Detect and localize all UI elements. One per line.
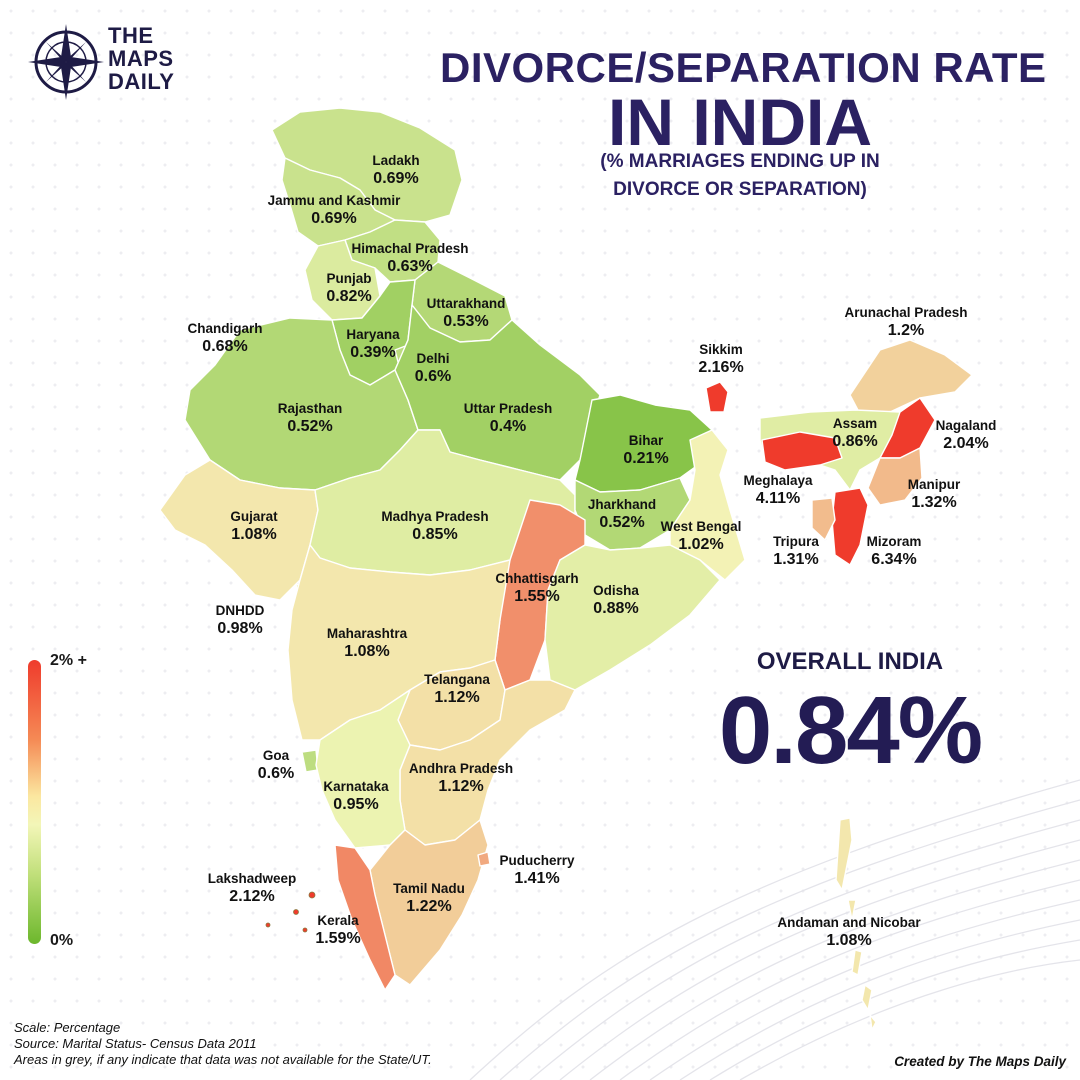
compass-logo-icon: [28, 24, 104, 100]
region-west-bengal: [669, 429, 746, 581]
legend-max-label: 2% +: [50, 652, 87, 669]
label-kerala: Kerala 1.59%: [315, 913, 361, 947]
label-gujarat: Gujarat 1.08%: [230, 509, 278, 543]
label-west-bengal: West Bengal 1.02%: [660, 519, 742, 553]
label-karnataka: Karnataka 0.95%: [323, 779, 389, 813]
label-odisha: Odisha 0.88%: [593, 583, 639, 617]
region-tripura: [811, 497, 836, 541]
label-lakshadweep: Lakshadweep 2.12%: [207, 871, 297, 905]
label-manipur: Manipur 1.32%: [907, 477, 961, 511]
label-puducherry: Puducherry 1.41%: [499, 853, 575, 887]
label-uttarakhand: Uttarakhand 0.53%: [426, 296, 506, 330]
brand-line-1: THE: [108, 23, 154, 48]
region-lakshadweep: [265, 891, 316, 933]
title-line-1: DIVORCE/SEPARATION RATE: [440, 44, 1047, 91]
subtitle: (% MARRIAGES ENDING UP IN DIVORCE OR SEP…: [540, 148, 940, 204]
label-delhi: Delhi 0.6%: [414, 351, 452, 385]
label-jharkhand: Jharkhand 0.52%: [587, 497, 657, 531]
region-manipur: [867, 447, 923, 506]
label-bihar: Bihar 0.21%: [623, 433, 669, 467]
label-maharashtra: Maharashtra 1.08%: [326, 626, 408, 660]
label-mizoram: Mizoram 6.34%: [866, 534, 922, 568]
region-puducherry: [477, 851, 491, 867]
label-arunachal-pradesh: Arunachal Pradesh 1.2%: [844, 305, 968, 339]
label-chandigarh: Chandigarh 0.68%: [187, 321, 263, 355]
region-mizoram: [831, 487, 869, 566]
footer-credit: Created by The Maps Daily: [894, 1054, 1066, 1069]
overall-india-value: 0.84%: [718, 677, 983, 784]
label-haryana: Haryana 0.39%: [346, 327, 400, 361]
label-madhya-pradesh: Madhya Pradesh 0.85%: [381, 509, 489, 543]
label-andaman-and-nicobar: Andaman and Nicobar 1.08%: [777, 915, 921, 949]
region-andaman-and-nicobar: [835, 817, 877, 1031]
label-tripura: Tripura 1.31%: [773, 534, 819, 568]
label-uttar-pradesh: Uttar Pradesh 0.4%: [463, 401, 553, 435]
subtitle-line-1: (% MARRIAGES ENDING UP IN: [600, 151, 880, 172]
label-nagaland: Nagaland 2.04%: [935, 418, 997, 452]
brand-line-2: MAPS: [108, 46, 174, 71]
title-line-2: IN INDIA: [608, 85, 872, 159]
label-punjab: Punjab 0.82%: [326, 271, 372, 305]
brand-name: THE MAPS DAILY: [108, 24, 174, 93]
label-telangana: Telangana 1.12%: [424, 672, 490, 706]
legend-min-label: 0%: [50, 932, 74, 949]
brand-line-3: DAILY: [108, 69, 175, 94]
legend-color-scale: [28, 660, 41, 944]
label-meghalaya: Meghalaya 4.11%: [743, 473, 813, 507]
region-goa: [301, 749, 319, 773]
footer-note: Areas in grey, if any indicate that data…: [14, 1052, 432, 1067]
label-sikkim: Sikkim 2.16%: [698, 342, 744, 376]
label-goa: Goa 0.6%: [257, 748, 295, 782]
label-ladakh: Ladakh 0.69%: [372, 153, 420, 187]
region-sikkim: [705, 381, 729, 413]
region-karnataka: [315, 689, 411, 849]
label-tamil-nadu: Tamil Nadu 1.22%: [393, 881, 465, 915]
footer-source: Source: Marital Status- Census Data 2011: [14, 1036, 257, 1051]
label-assam: Assam 0.86%: [832, 416, 878, 450]
label-rajasthan: Rajasthan 0.52%: [277, 401, 343, 435]
region-odisha: [544, 544, 721, 691]
region-arunachal-pradesh: [849, 339, 973, 415]
label-himachal-pradesh: Himachal Pradesh 0.63%: [351, 241, 469, 275]
region-uttar-pradesh: [394, 304, 601, 481]
region-kerala: [334, 844, 396, 991]
footer-scale: Scale: Percentage: [14, 1020, 121, 1035]
label-dnhdd: DNHDD 0.98%: [215, 603, 265, 637]
overall-india-label: OVERALL INDIA: [756, 648, 944, 675]
label-jammu-and-kashmir: Jammu and Kashmir 0.69%: [267, 193, 401, 227]
label-chhattisgarh: Chhattisgarh 1.55%: [495, 571, 579, 605]
label-andhra-pradesh: Andhra Pradesh 1.12%: [408, 761, 514, 795]
region-bihar: [574, 394, 713, 493]
region-meghalaya: [761, 431, 843, 471]
subtitle-line-2: DIVORCE OR SEPARATION): [613, 179, 867, 200]
